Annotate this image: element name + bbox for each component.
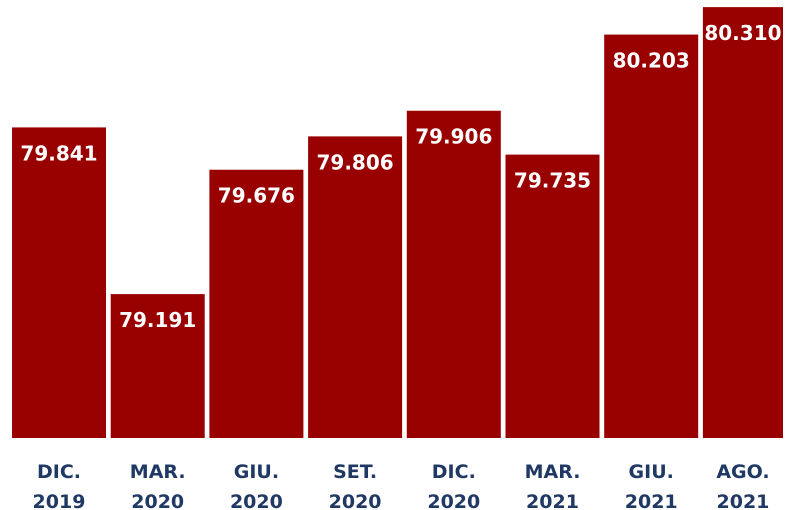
- data-label: 80.310: [704, 21, 781, 45]
- bar: [209, 169, 304, 439]
- x-tick-label: SET. 2020: [329, 461, 382, 510]
- data-label: 79.841: [20, 141, 97, 165]
- bar: [406, 110, 501, 438]
- data-label: 80.203: [613, 49, 690, 73]
- bar: [308, 136, 403, 438]
- bar: [702, 7, 783, 438]
- x-tick-label: AGO. 2021: [716, 461, 769, 510]
- data-label: 79.906: [415, 125, 492, 149]
- data-label: 79.191: [119, 308, 196, 332]
- data-label: 79.676: [218, 184, 295, 208]
- bar: [12, 127, 106, 438]
- x-tick-label: MAR. 2021: [525, 461, 581, 510]
- x-tick-label: MAR. 2020: [130, 461, 186, 510]
- data-label: 79.806: [317, 150, 394, 174]
- x-tick-label: GIU. 2021: [625, 461, 678, 510]
- x-tick-label: DIC. 2019: [33, 461, 86, 510]
- data-label: 79.735: [514, 169, 591, 193]
- bar: [110, 294, 205, 438]
- x-tick-label: GIU. 2020: [230, 461, 283, 510]
- x-tick-label: DIC. 2020: [427, 461, 480, 510]
- bar: [505, 154, 600, 438]
- bar: [604, 34, 699, 438]
